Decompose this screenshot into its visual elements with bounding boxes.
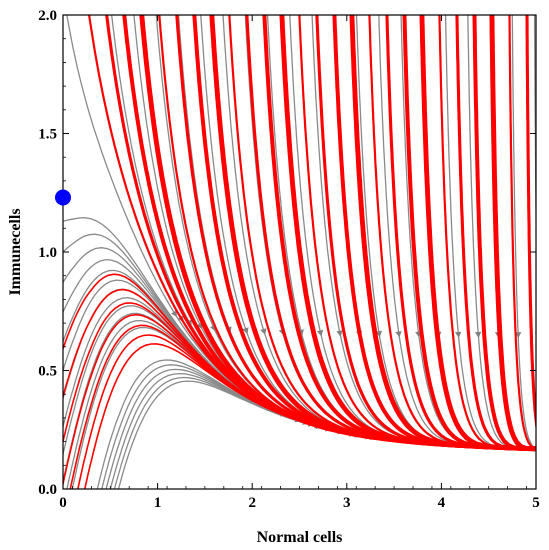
tick-labels: 0 1 2 3 4 5 0.0 0.5 1.0 1.5 2.0 (38, 8, 540, 511)
red-streamline-21 (455, 15, 536, 451)
y-tick-label: 0.0 (38, 482, 57, 498)
red-streamline-18 (402, 15, 536, 451)
gray-streamline-18 (467, 15, 536, 450)
x-tick-label: 5 (532, 495, 540, 511)
x-tick-label: 1 (154, 495, 162, 511)
red-streamline-17 (385, 15, 536, 451)
y-tick-label: 1.5 (38, 127, 57, 143)
red-streamline-24 (508, 15, 536, 450)
equilibrium-point (55, 189, 71, 206)
y-tick-label: 0.5 (38, 364, 57, 380)
streamline-arrow (316, 329, 324, 337)
red-streamline-22 (472, 15, 536, 451)
streamline-arrow (395, 331, 402, 338)
highlighted-streamlines (63, 15, 536, 489)
red-streamline-16 (368, 15, 536, 450)
x-tick-label: 2 (248, 495, 256, 511)
streamline-arrow (474, 331, 482, 338)
x-tick-label: 4 (438, 495, 446, 511)
red-streamline-25 (525, 15, 536, 431)
x-axis-title: Normal cells (257, 529, 343, 546)
y-axis-title: Immunecells (7, 208, 24, 295)
x-tick-label: 0 (59, 495, 67, 511)
streamline-arrow (196, 322, 203, 330)
y-tick-label: 2.0 (38, 8, 57, 24)
y-tick-label: 1.0 (38, 245, 57, 261)
x-tick-label: 3 (343, 495, 351, 511)
red-streamline-23 (489, 15, 536, 452)
red-streamline-32 (63, 273, 536, 450)
streamline-arrow (171, 310, 177, 317)
red-streamline-20 (438, 15, 536, 450)
streamline-arrow (242, 327, 249, 334)
streamline-arrow (455, 331, 462, 338)
gray-streamline-21 (533, 15, 536, 256)
streamline-arrow (336, 330, 343, 337)
red-streamline-19 (419, 15, 536, 452)
streamline-arrow (260, 328, 267, 335)
gray-streamline-20 (511, 15, 536, 450)
gray-streamline-26 (63, 297, 536, 450)
axis-ticks (62, 14, 537, 490)
gray-streamline-17 (444, 15, 536, 450)
